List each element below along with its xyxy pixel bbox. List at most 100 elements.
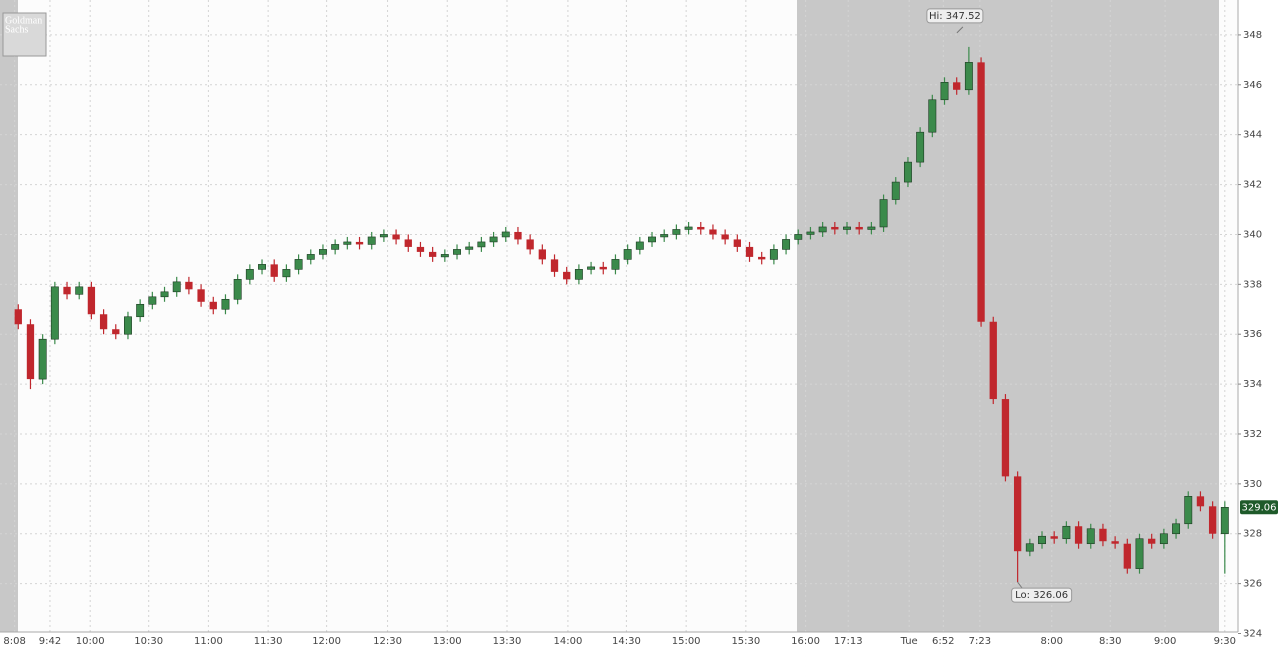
candle-body	[1062, 525, 1071, 540]
candle-body	[758, 256, 766, 260]
candle-body	[916, 131, 925, 163]
candle-body	[282, 269, 291, 278]
candle-body	[1208, 506, 1217, 534]
candle-body	[124, 316, 132, 335]
candle-body	[306, 254, 315, 260]
candle-body	[1172, 523, 1181, 535]
candle-body	[63, 286, 71, 295]
candle-body	[343, 241, 352, 245]
candle-body	[99, 314, 108, 330]
x-axis-band	[0, 632, 1280, 647]
x-tick-label: 16:00	[791, 636, 820, 647]
candle-body	[355, 241, 364, 245]
candle-body	[465, 246, 474, 250]
candle-body	[270, 264, 278, 277]
y-tick-label: 344	[1243, 130, 1262, 141]
candle-body	[233, 279, 242, 300]
y-tick-label: 348	[1243, 30, 1262, 41]
y-tick-label: 330	[1243, 479, 1262, 490]
candle-body	[794, 234, 803, 240]
candle-body	[697, 226, 705, 230]
candle-body	[294, 259, 303, 270]
candle-body	[172, 281, 181, 293]
logo-text: Goldman	[5, 15, 42, 26]
candle-body	[526, 239, 534, 250]
x-tick-label: 6:52	[932, 636, 954, 647]
candle-body	[501, 231, 510, 238]
y-tick-label: 328	[1243, 529, 1262, 540]
logo-text: Sachs	[5, 24, 28, 35]
candle-body	[112, 329, 120, 335]
candle-body	[891, 181, 900, 200]
candle-body	[940, 82, 949, 101]
candle-body	[1086, 528, 1095, 545]
candle-body	[964, 62, 973, 91]
candle-body	[489, 236, 498, 243]
y-tick-label: 346	[1243, 80, 1262, 91]
candle-body	[14, 309, 22, 325]
candle-body	[428, 251, 437, 257]
x-tick-label: 12:00	[312, 636, 341, 647]
candle-body	[50, 286, 59, 340]
candle-body	[1001, 399, 1010, 477]
candle-body	[148, 296, 157, 305]
extended-hours-shade	[797, 0, 1219, 632]
candle-body	[379, 234, 388, 238]
x-tick-label: 12:30	[373, 636, 402, 647]
candle-body	[806, 231, 815, 235]
logo-box	[2, 12, 47, 57]
last-price-label: 329.06	[1242, 502, 1277, 513]
candle-body	[550, 259, 559, 272]
candle-body	[258, 264, 266, 270]
candle-body	[782, 239, 791, 250]
candle-body	[221, 298, 230, 310]
candle-body	[1148, 538, 1156, 544]
candle-body	[87, 286, 96, 315]
labels: 324 326 328 330 332 334 336 338 340 342 344 346 348 8…	[3, 8, 1278, 647]
x-tick-label: 15:30	[731, 636, 760, 647]
x-tick-label: 9:30	[1214, 636, 1236, 647]
y-tick-label: 338	[1243, 279, 1262, 290]
candle-body	[1220, 507, 1229, 535]
x-tick-label: 11:30	[254, 636, 283, 647]
lo-label: Lo: 326.06	[1015, 590, 1068, 601]
y-tick-label: 342	[1243, 180, 1262, 191]
candle-body	[160, 291, 169, 298]
candle-body	[1123, 543, 1131, 569]
candle-body	[611, 259, 620, 270]
candle-body	[928, 99, 937, 133]
x-tick-label: 9:42	[39, 636, 61, 647]
candle-body	[709, 229, 717, 235]
candle-body	[587, 266, 596, 270]
candle-body	[745, 246, 754, 257]
candle-body	[319, 249, 327, 255]
candle-body	[867, 226, 876, 230]
y-tick-label: 340	[1243, 229, 1262, 240]
candle-body	[672, 229, 681, 235]
hi-label: Hi: 347.52	[929, 11, 981, 22]
x-tick-label: 11:00	[194, 636, 223, 647]
candle-body	[733, 239, 741, 247]
x-tick-label: 9:00	[1154, 636, 1176, 647]
candle-body	[903, 161, 912, 183]
candle-body	[38, 338, 47, 380]
candle-body	[818, 226, 827, 233]
candle-body	[843, 226, 851, 230]
candle-body	[660, 234, 669, 238]
x-tick-label: 7:23	[969, 636, 991, 647]
candle-body	[879, 199, 888, 228]
candle-body	[635, 241, 644, 250]
candle-body	[1111, 541, 1119, 544]
premarket-shade	[0, 0, 18, 632]
x-tick-label: 14:00	[554, 636, 583, 647]
lo-label-box	[1011, 587, 1073, 603]
x-tick-label: 8:00	[1041, 636, 1063, 647]
candle-body	[440, 254, 449, 258]
candle-body	[1013, 476, 1022, 552]
hi-pointer	[956, 26, 964, 34]
last-price-box	[1240, 500, 1278, 515]
y-tick-label: 336	[1243, 329, 1262, 340]
candle-body	[769, 249, 778, 260]
x-tick-label: 13:00	[433, 636, 462, 647]
candle-body	[721, 234, 729, 240]
